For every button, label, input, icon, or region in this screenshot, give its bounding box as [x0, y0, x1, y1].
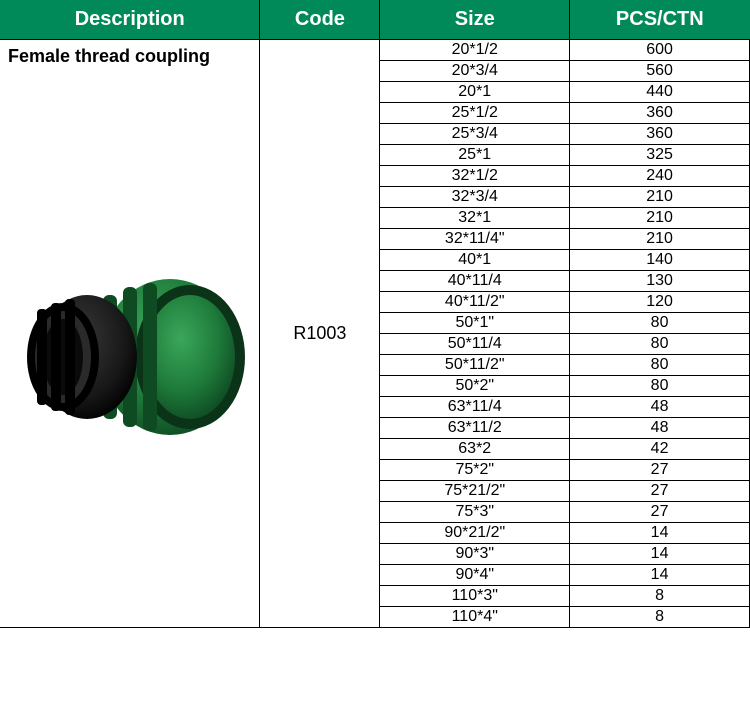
size-cell: 90*3": [380, 544, 570, 565]
table-row: Female thread coupling R100320*1/2600: [0, 40, 750, 61]
pcs-cell: 27: [570, 502, 750, 523]
size-cell: 110*4": [380, 607, 570, 628]
pcs-cell: 210: [570, 208, 750, 229]
pcs-cell: 27: [570, 460, 750, 481]
pcs-cell: 120: [570, 292, 750, 313]
size-cell: 50*2": [380, 376, 570, 397]
pcs-cell: 14: [570, 544, 750, 565]
size-cell: 20*3/4: [380, 61, 570, 82]
size-cell: 40*1: [380, 250, 570, 271]
size-cell: 90*21/2": [380, 523, 570, 544]
pcs-cell: 240: [570, 166, 750, 187]
pcs-cell: 48: [570, 397, 750, 418]
size-cell: 40*11/4: [380, 271, 570, 292]
header-size: Size: [380, 0, 570, 40]
pcs-cell: 14: [570, 523, 750, 544]
pcs-cell: 600: [570, 40, 750, 61]
size-cell: 20*1: [380, 82, 570, 103]
pcs-cell: 80: [570, 355, 750, 376]
pcs-cell: 360: [570, 103, 750, 124]
pcs-cell: 325: [570, 145, 750, 166]
pcs-cell: 130: [570, 271, 750, 292]
size-cell: 25*1: [380, 145, 570, 166]
pcs-cell: 560: [570, 61, 750, 82]
product-image: [15, 247, 245, 467]
pcs-cell: 48: [570, 418, 750, 439]
size-cell: 40*11/2": [380, 292, 570, 313]
pcs-cell: 140: [570, 250, 750, 271]
size-cell: 25*1/2: [380, 103, 570, 124]
description-cell: Female thread coupling: [0, 40, 260, 628]
product-description: Female thread coupling: [8, 46, 251, 67]
size-cell: 32*1: [380, 208, 570, 229]
pcs-cell: 210: [570, 187, 750, 208]
size-cell: 63*11/4: [380, 397, 570, 418]
size-cell: 32*1/2: [380, 166, 570, 187]
table-header-row: Description Code Size PCS/CTN: [0, 0, 750, 40]
size-cell: 75*3": [380, 502, 570, 523]
size-cell: 75*21/2": [380, 481, 570, 502]
pcs-cell: 14: [570, 565, 750, 586]
size-cell: 20*1/2: [380, 40, 570, 61]
size-cell: 63*11/2: [380, 418, 570, 439]
pcs-cell: 27: [570, 481, 750, 502]
pcs-cell: 360: [570, 124, 750, 145]
pcs-cell: 80: [570, 313, 750, 334]
size-cell: 90*4": [380, 565, 570, 586]
pcs-cell: 440: [570, 82, 750, 103]
header-code: Code: [260, 0, 380, 40]
pcs-cell: 8: [570, 586, 750, 607]
pcs-cell: 80: [570, 376, 750, 397]
pcs-cell: 42: [570, 439, 750, 460]
header-pcs: PCS/CTN: [570, 0, 750, 40]
product-spec-table: Description Code Size PCS/CTN Female thr…: [0, 0, 750, 628]
product-code: R1003: [260, 40, 380, 628]
size-cell: 63*2: [380, 439, 570, 460]
size-cell: 110*3": [380, 586, 570, 607]
size-cell: 75*2": [380, 460, 570, 481]
pcs-cell: 8: [570, 607, 750, 628]
size-cell: 32*3/4: [380, 187, 570, 208]
size-cell: 50*1": [380, 313, 570, 334]
pcs-cell: 80: [570, 334, 750, 355]
size-cell: 32*11/4": [380, 229, 570, 250]
header-description: Description: [0, 0, 260, 40]
size-cell: 50*11/2": [380, 355, 570, 376]
size-cell: 50*11/4: [380, 334, 570, 355]
size-cell: 25*3/4: [380, 124, 570, 145]
pcs-cell: 210: [570, 229, 750, 250]
